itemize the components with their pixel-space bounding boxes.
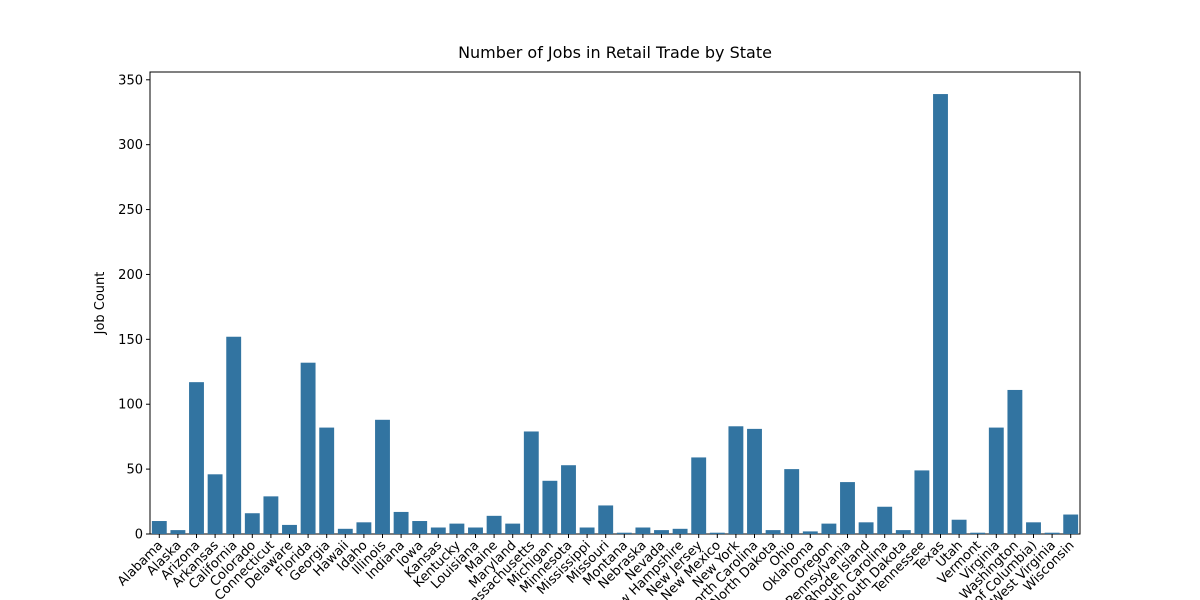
bar	[430, 527, 446, 534]
bar	[244, 513, 260, 534]
y-tick-label: 0	[135, 528, 143, 543]
bar	[1044, 532, 1060, 534]
bar	[728, 426, 744, 534]
bar	[319, 427, 335, 534]
bar	[691, 457, 707, 534]
bar	[654, 530, 669, 534]
bar	[672, 528, 688, 534]
bar	[933, 94, 948, 534]
bar	[375, 419, 390, 534]
bar	[226, 336, 242, 534]
bar	[486, 515, 502, 534]
bar	[356, 522, 372, 534]
bar	[1026, 522, 1041, 534]
bar	[542, 480, 558, 534]
y-tick-label: 300	[118, 138, 143, 153]
y-tick-label: 250	[118, 203, 143, 218]
bar	[263, 496, 279, 534]
bar	[598, 505, 614, 534]
bar	[170, 530, 186, 534]
bar	[282, 524, 297, 534]
bar	[579, 527, 595, 534]
y-tick-label: 150	[118, 333, 143, 348]
bar	[300, 362, 316, 534]
bar	[1007, 389, 1023, 534]
chart-title: Number of Jobs in Retail Trade by State	[458, 43, 772, 62]
y-axis-label: Job Count	[93, 272, 108, 336]
y-tick-label: 350	[118, 73, 143, 88]
y-tick-label: 200	[118, 268, 143, 283]
bar	[951, 519, 967, 534]
axes-frame	[149, 71, 1081, 535]
bar	[151, 521, 167, 534]
bar	[393, 511, 409, 534]
bar	[207, 474, 223, 534]
bar	[858, 522, 874, 534]
bar	[988, 427, 1004, 534]
bar	[840, 482, 855, 534]
bar	[895, 530, 911, 534]
bar	[616, 532, 632, 534]
bar	[189, 382, 204, 534]
bar	[561, 465, 576, 534]
bar	[709, 532, 725, 534]
bar	[449, 523, 465, 534]
bar	[468, 527, 483, 534]
bar	[635, 527, 651, 534]
bar	[784, 469, 800, 534]
bar	[1063, 514, 1079, 534]
bar	[523, 431, 539, 534]
bar	[747, 428, 762, 534]
bar	[337, 528, 353, 534]
y-tick-label: 50	[126, 463, 143, 478]
bar	[412, 521, 428, 534]
bar	[802, 531, 818, 534]
bar	[877, 506, 893, 534]
bar	[970, 532, 986, 534]
bar	[505, 523, 521, 534]
y-tick-label: 100	[118, 398, 143, 413]
bar	[821, 523, 837, 534]
bar	[914, 470, 930, 534]
bar	[765, 530, 781, 534]
